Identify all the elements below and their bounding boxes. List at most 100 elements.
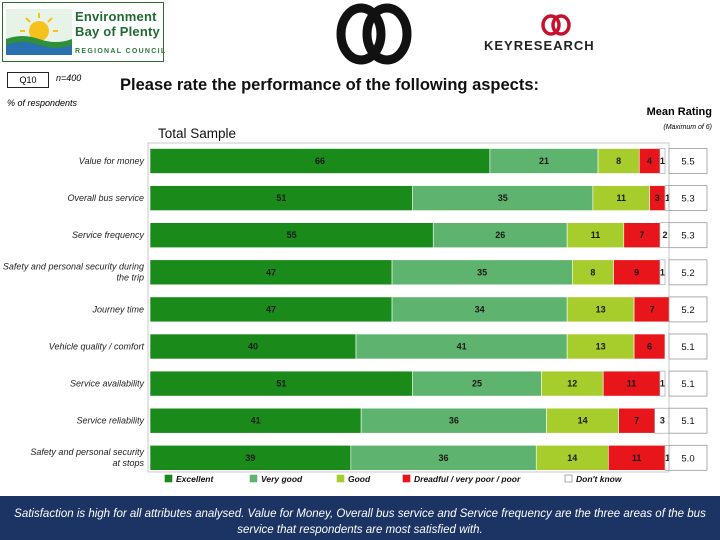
legend-swatch (164, 474, 173, 483)
data-label: 41 (251, 416, 261, 426)
category-label: Overall bus service (67, 193, 144, 203)
category-label: Service reliability (76, 416, 144, 426)
legend-swatch (336, 474, 345, 483)
data-label: 35 (498, 193, 508, 203)
data-label: 9 (634, 267, 639, 277)
bar-segment (149, 370, 413, 397)
bar-segment (489, 148, 599, 174)
data-label: 36 (449, 416, 459, 426)
rings-logo-icon (336, 3, 412, 65)
data-label: 11 (627, 379, 637, 389)
data-label: 2 (662, 230, 667, 240)
bar-segment (597, 148, 640, 174)
logo-text-line2: Bay of Plenty (75, 24, 160, 39)
mean-rating-box (668, 407, 708, 434)
data-label: 36 (439, 453, 449, 463)
summary-banner: Satisfaction is high for all attributes … (0, 496, 720, 540)
logo-text-line1: Environment (75, 9, 157, 24)
data-label: 1 (665, 193, 670, 203)
bar-segment (546, 407, 619, 434)
data-label: 14 (567, 453, 577, 463)
mean-rating-box (668, 148, 708, 174)
mean-rating-value: 5.5 (681, 157, 694, 168)
keyresearch-mark-icon (541, 14, 571, 36)
category-label: Vehicle quality / comfort (49, 342, 145, 352)
data-label: 34 (475, 304, 485, 314)
data-label: 13 (596, 304, 606, 314)
bar-segment (412, 370, 542, 397)
mean-rating-heading: Mean Rating (646, 106, 712, 118)
mean-rating-box (668, 259, 708, 286)
legend-label: Excellent (176, 474, 214, 484)
question-badge: Q10 (7, 72, 49, 88)
bar-segment (350, 444, 537, 471)
bar-segment (613, 259, 661, 286)
data-label: 13 (596, 342, 606, 352)
data-label: 12 (567, 379, 577, 389)
bar-segment (432, 222, 568, 248)
legend-label: Don't know (576, 474, 623, 484)
data-label: 55 (287, 230, 297, 240)
data-label: 1 (660, 156, 665, 166)
data-label: 11 (591, 230, 601, 240)
data-label: 51 (276, 193, 286, 203)
keyresearch-wordmark: KEYRESEARCH (484, 38, 595, 53)
category-label: Safety and personal security at stops (30, 447, 144, 468)
bar-segment (149, 259, 393, 286)
sample-size: n=400 (56, 73, 82, 83)
data-label: 40 (248, 342, 258, 352)
data-label: 66 (315, 156, 325, 166)
mean-rating-value: 5.2 (681, 305, 694, 316)
data-label: 4 (647, 156, 652, 166)
mean-rating-value: 5.1 (681, 379, 694, 390)
category-label: Value for money (79, 156, 145, 166)
mean-rating-box (668, 296, 708, 323)
bar-segment (659, 148, 666, 174)
data-label: 25 (472, 379, 482, 389)
data-label: 6 (647, 342, 652, 352)
bar-segment (618, 407, 656, 434)
mean-rating-value: 5.0 (681, 453, 694, 464)
data-label: 3 (660, 416, 665, 426)
data-label: 1 (660, 267, 665, 277)
data-label: 1 (665, 453, 670, 463)
bar-segment (659, 370, 666, 397)
bar-segment (391, 296, 568, 323)
bar-segment (391, 259, 573, 286)
data-label: 8 (616, 156, 621, 166)
mean-rating-box (668, 444, 708, 471)
mean-rating-box (668, 370, 708, 397)
legend-label: Dreadful / very poor / poor (414, 474, 521, 484)
data-label: 47 (266, 304, 276, 314)
bar-segment (566, 296, 635, 323)
category-label: Service availability (70, 379, 145, 389)
legend-swatch (564, 474, 573, 483)
mean-rating-box (668, 185, 708, 212)
data-label: 21 (539, 156, 549, 166)
summary-text: Satisfaction is high for all attributes … (14, 508, 706, 536)
data-label: 51 (276, 379, 286, 389)
bar-segment (149, 333, 357, 360)
unit-note: % of respondents (7, 98, 78, 108)
bar-segment (149, 407, 362, 434)
bar-segment (659, 259, 666, 286)
mean-rating-value: 5.3 (681, 231, 694, 242)
category-label: Safety and personal security during the t… (3, 261, 144, 282)
legend-swatch (402, 474, 411, 483)
category-label: Service frequency (72, 230, 145, 240)
data-label: 11 (632, 453, 642, 463)
bar-segment (149, 185, 413, 211)
mean-rating-value: 5.1 (681, 416, 694, 427)
council-emblem-icon (6, 9, 72, 55)
data-label: 7 (634, 416, 639, 426)
data-label: 1 (660, 379, 665, 389)
data-label: 47 (266, 267, 276, 277)
bar-segment (412, 185, 594, 211)
legend-label: Good (348, 474, 371, 484)
category-label: Journey time (91, 304, 144, 314)
mean-rating-box (668, 222, 708, 249)
bar-segment (149, 148, 491, 174)
mean-rating-value: 5.2 (681, 268, 694, 279)
bar-segment (592, 185, 650, 211)
